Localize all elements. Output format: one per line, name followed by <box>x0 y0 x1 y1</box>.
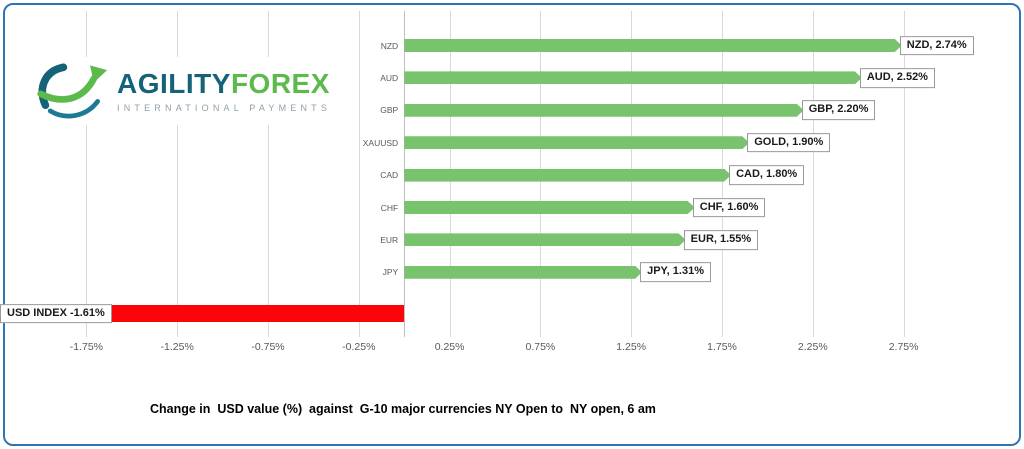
category-label-jpy: JPY <box>382 267 399 278</box>
x-tick-label: 2.75% <box>888 341 919 353</box>
x-tick-label: 1.75% <box>707 341 737 353</box>
bar-nzd <box>404 39 902 52</box>
category-label-cad: CAD <box>380 170 399 181</box>
category-label-eur: EUR <box>380 234 399 245</box>
bar-chf <box>404 201 695 214</box>
brand-name: AGILITYFOREX <box>117 69 331 98</box>
category-label-chf: CHF <box>380 202 399 213</box>
category-label-nzd: NZD <box>380 40 399 51</box>
gridline <box>358 11 360 337</box>
gridline <box>86 11 88 337</box>
swoosh-globe-icon <box>37 63 108 119</box>
data-label-gbp: GBP, 2.20% <box>801 100 876 121</box>
data-label-xauusd: GOLD, 1.90% <box>747 132 831 153</box>
data-label-eur: EUR, 1.55% <box>683 230 759 250</box>
x-tick-label: 2.25% <box>797 341 828 353</box>
data-label-nzd: NZD, 2.74% <box>899 35 974 56</box>
gridline <box>177 11 179 337</box>
data-label-cad: CAD, 1.80% <box>729 165 805 185</box>
gridline <box>812 11 814 337</box>
x-tick-label: 1.25% <box>616 341 647 353</box>
bar-gbp <box>404 104 804 117</box>
brand-secondary: FOREX <box>230 68 330 100</box>
bar-xauusd <box>404 136 749 149</box>
x-tick-label: -1.25% <box>160 341 194 353</box>
x-tick-label: -0.75% <box>251 341 285 353</box>
chart-title: Change in USD value (%) against G-10 maj… <box>150 402 656 416</box>
brand-primary: AGILITY <box>117 68 231 100</box>
bar-usd-index <box>111 305 405 322</box>
x-tick-label: -1.75% <box>69 341 104 353</box>
x-tick-label: 0.75% <box>525 341 556 353</box>
gridline <box>903 11 905 337</box>
brand-tagline: INTERNATIONAL PAYMENTS <box>117 102 332 113</box>
plot-area: NZD NZD, 2.74% AUD AUD, 2.52% GBP GBP, 2.20% X… <box>0 11 974 337</box>
data-label-usd-index: USD INDEX -1.61% <box>0 303 112 324</box>
chart-frame: NZD NZD, 2.74% AUD AUD, 2.52% GBP GBP, 2.20% X… <box>0 3 1021 446</box>
category-label-xauusd: XAUUSD <box>362 137 399 148</box>
bar-eur <box>404 233 685 246</box>
logo-text: AGILITYFOREX INTERNATIONAL PAYMENTS <box>117 69 332 113</box>
x-tick-label: 0.25% <box>434 341 465 353</box>
bar-jpy <box>404 266 642 279</box>
agilityforex-logo: AGILITYFOREX INTERNATIONAL PAYMENTS <box>27 57 340 125</box>
x-tick-label: -0.25% <box>342 341 376 353</box>
gridline <box>268 11 269 337</box>
data-label-jpy: JPY, 1.31% <box>640 262 711 283</box>
category-label-gbp: GBP <box>380 105 399 116</box>
category-label-aud: AUD <box>380 72 399 83</box>
bar-aud <box>404 71 862 84</box>
x-axis: -1.75% -1.25% -0.75% -0.25% 0.25% 0.75% 1.25% 1… <box>41 341 949 357</box>
data-label-aud: AUD, 2.52% <box>859 68 935 88</box>
bar-cad <box>404 169 731 182</box>
data-label-chf: CHF, 1.60% <box>692 197 766 218</box>
